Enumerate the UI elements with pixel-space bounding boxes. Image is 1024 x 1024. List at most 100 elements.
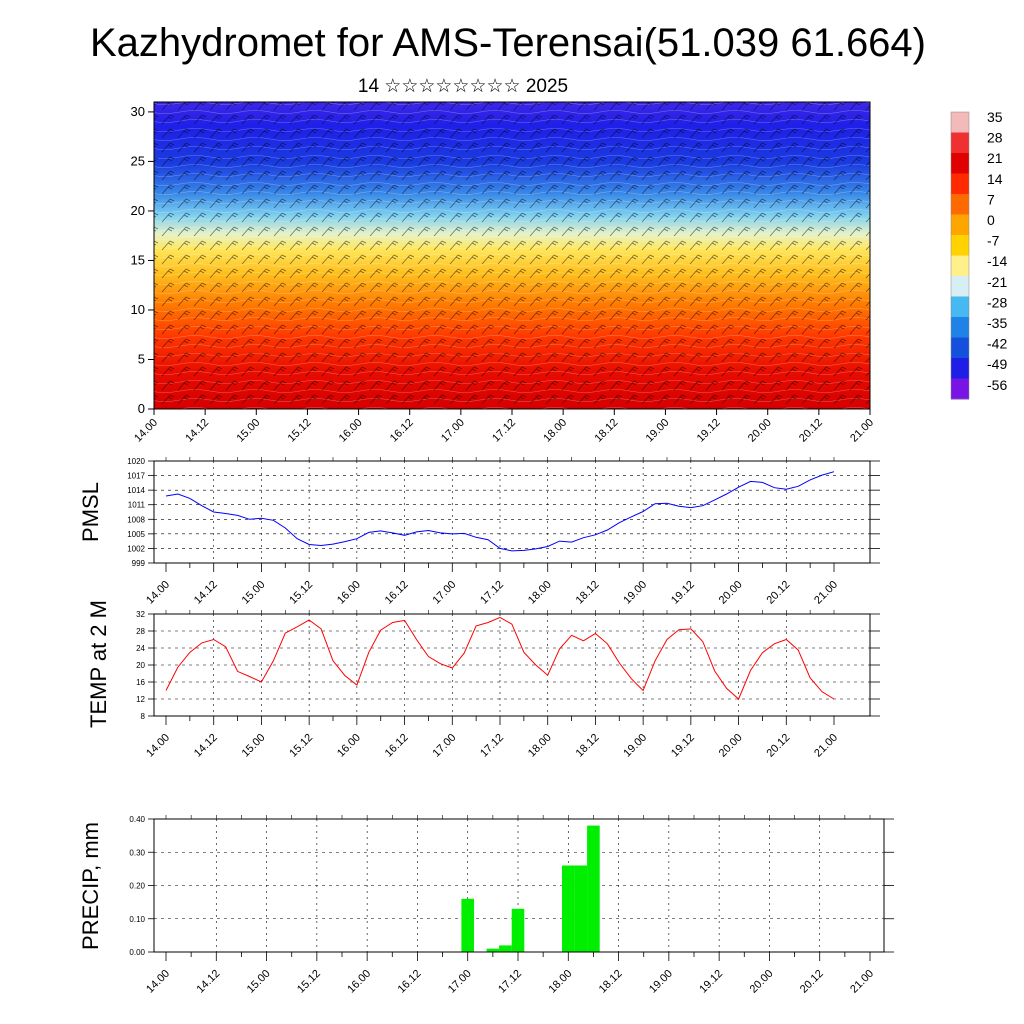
temp-y-tick-label: 24 [136, 644, 145, 653]
colorbar-tick-label: -56 [987, 377, 1007, 393]
pmsl-x-tick-label: 16.12 [383, 579, 411, 607]
colorbar-tick-label: 21 [987, 150, 1003, 166]
pmsl-y-tick-label: 1008 [127, 515, 145, 524]
upper-x-tick-label: 15.00 [234, 417, 262, 445]
colorbar-swatch [951, 276, 969, 297]
colorbar-swatch [951, 358, 969, 379]
temp-x-tick-label: 15.12 [287, 732, 315, 760]
temp-x-tick-label: 20.12 [764, 732, 792, 760]
pmsl-y-tick-label: 1020 [127, 457, 145, 466]
colorbar-tick-label: -21 [987, 274, 1007, 290]
pmsl-series-line [165, 471, 835, 552]
precip-bar [511, 908, 525, 952]
precip-bar [562, 865, 575, 952]
temp-x-tick-label: 19.12 [669, 732, 697, 760]
pmsl-ylabel: PMSL [78, 482, 103, 542]
temp-y-tick-label: 12 [136, 695, 145, 704]
upper-y-tick-label: 25 [131, 153, 145, 168]
precip-x-tick-label: 20.12 [798, 968, 826, 996]
precip-bars [461, 825, 600, 952]
precip-bar [461, 898, 474, 952]
colorbar-swatch [951, 337, 969, 359]
colorbar-tick-label: 14 [987, 171, 1003, 187]
colorbar-swatch [951, 317, 969, 338]
pmsl-x-tick-label: 20.00 [717, 579, 745, 607]
upper-y-tick-label: 30 [131, 104, 145, 119]
precip-x-tick-label: 19.00 [647, 968, 675, 996]
temp-x-tick-label: 19.00 [621, 732, 649, 760]
upper-air-panel: 0 5 10 15 20 25 30 14.00 14.12 15.00 15.12 16.00 16… [131, 101, 876, 445]
precip-y-axis: 0.00 0.10 0.20 0.30 0.40 [129, 815, 894, 957]
pmsl-x-tick-label: 15.00 [240, 579, 268, 607]
precip-ylabel: PRECIP, mm [78, 822, 103, 950]
precip-x-tick-label: 18.00 [546, 968, 574, 996]
upper-y-tick-label: 20 [131, 203, 145, 218]
upper-x-tick-label: 19.12 [695, 417, 723, 445]
pmsl-x-tick-label: 15.12 [287, 579, 315, 607]
colorbar-swatch [951, 194, 969, 215]
pmsl-y-axis: 999 1002 1005 1008 1011 1014 1017 1020 [127, 457, 880, 568]
colorbar-tick-label: 28 [987, 130, 1003, 146]
precip-y-tick-label: 0.20 [129, 882, 145, 891]
colorbar-tick-label: -42 [987, 336, 1007, 352]
temp-y-tick-label: 28 [136, 627, 145, 636]
chart-subtitle: 14 ☆☆☆☆☆☆☆☆ 2025 [358, 76, 568, 97]
colorbar-tick-label: 7 [987, 191, 995, 207]
upper-x-tick-label: 15.12 [286, 417, 314, 445]
precip-x-tick-label: 16.12 [396, 968, 424, 996]
temp-x-axis: 14.00 14.12 15.00 15.12 16.00 16.12 17.00 17.12… [144, 732, 840, 760]
colorbar-swatch [951, 153, 969, 174]
temp-y-tick-label: 20 [136, 661, 145, 670]
pmsl-y-tick-label: 1005 [127, 530, 145, 539]
precip-x-tick-label: 20.00 [748, 968, 776, 996]
pmsl-y-tick-label: 1014 [127, 486, 145, 495]
temp-x-tick-label: 18.12 [574, 732, 602, 760]
pmsl-x-tick-label: 14.12 [192, 579, 220, 607]
wind-barbs [154, 102, 870, 409]
precip-bar [587, 825, 600, 952]
upper-x-tick-label: 16.12 [388, 417, 416, 445]
colorbar-tick-label: -35 [987, 315, 1007, 331]
colorbar-swatch [951, 235, 969, 256]
temp-y-axis: 8 12 16 20 24 28 32 [136, 610, 880, 721]
temp-series-line [165, 616, 835, 700]
upper-x-tick-label: 18.00 [541, 417, 569, 445]
temp-x-tick-label: 18.00 [526, 732, 554, 760]
precip-x-tick-label: 17.12 [496, 968, 524, 996]
precip-x-tick-label: 19.12 [697, 968, 725, 996]
precip-x-tick-label: 14.12 [194, 968, 222, 996]
upper-y-tick-label: 0 [138, 401, 145, 416]
colorbar-swatch [951, 214, 969, 236]
temp-x-tick-label: 16.00 [335, 732, 363, 760]
precip-y-tick-label: 0.00 [129, 948, 145, 957]
precip-x-tick-label: 15.12 [295, 968, 323, 996]
precip-grid [154, 815, 884, 961]
precip-x-tick-label: 17.00 [446, 968, 474, 996]
precip-x-tick-label: 15.00 [245, 968, 273, 996]
pmsl-x-axis: 14.00 14.12 15.00 15.12 16.00 16.12 17.00 17.12… [144, 579, 840, 607]
colorbar-swatch [951, 112, 969, 133]
upper-x-tick-label: 14.00 [132, 417, 160, 445]
chart-title: Kazhydromet for AMS-Terensai(51.039 61.6… [90, 21, 926, 65]
temp-x-tick-label: 16.12 [383, 732, 411, 760]
precip-x-tick-label: 18.12 [597, 968, 625, 996]
precip-bar [574, 865, 588, 952]
upper-air-x-axis: 14.00 14.12 15.00 15.12 16.00 16.12 17.00 17.12… [132, 409, 876, 445]
pmsl-x-tick-label: 19.12 [669, 579, 697, 607]
colorbar-swatch [951, 296, 969, 318]
precip-x-tick-label: 16.00 [345, 968, 373, 996]
upper-y-tick-label: 10 [131, 302, 145, 317]
pmsl-x-tick-label: 20.12 [764, 579, 792, 607]
colorbar-tick-label: -49 [987, 356, 1007, 372]
temp-y-tick-label: 8 [141, 712, 146, 721]
temp-x-tick-label: 20.00 [717, 732, 745, 760]
pmsl-y-tick-label: 1002 [127, 544, 145, 553]
pmsl-x-tick-label: 16.00 [335, 579, 363, 607]
pmsl-grid [154, 457, 870, 572]
precip-x-tick-label: 21.00 [848, 968, 876, 996]
pmsl-x-tick-label: 14.00 [144, 579, 172, 607]
precip-x-tick-label: 14.00 [144, 968, 172, 996]
temp-y-tick-label: 16 [136, 678, 145, 687]
colorbar-swatch [951, 255, 969, 277]
